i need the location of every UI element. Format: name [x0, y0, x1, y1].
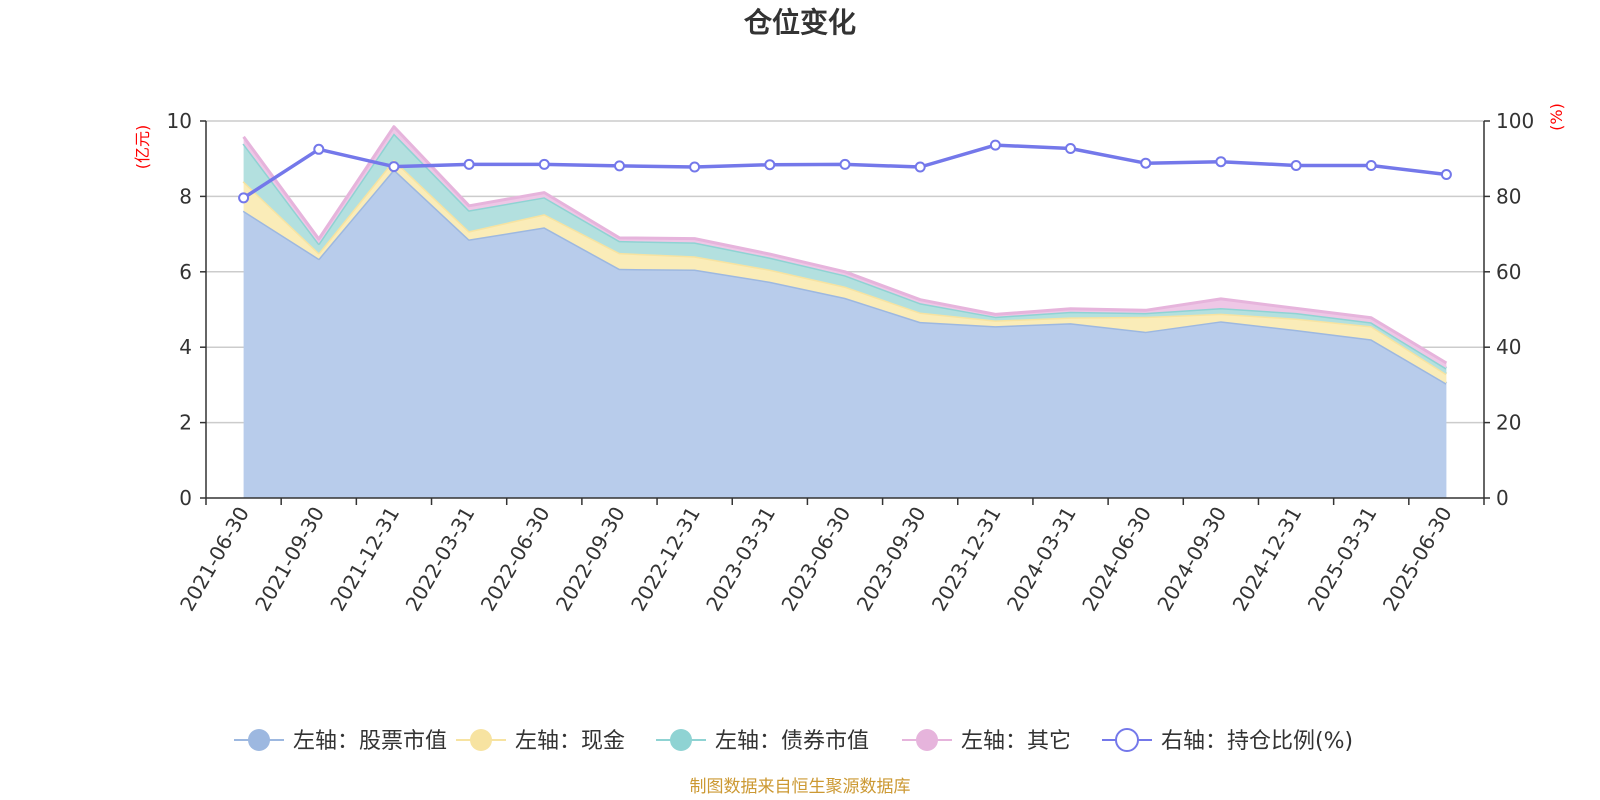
line-point	[313, 143, 325, 155]
line-point	[689, 161, 701, 173]
line-point	[614, 160, 625, 172]
x-axis-tick-label: 2022-06-30	[476, 503, 555, 616]
legend-label: 左轴：其它	[961, 729, 1071, 754]
left-axis-tick-label: 0	[179, 486, 192, 510]
area-layer	[242, 125, 1448, 499]
x-axis-tick-label: 2022-12-31	[626, 503, 705, 616]
right-axis-unit: (%)	[1547, 103, 1566, 131]
line-point	[1440, 169, 1452, 180]
line-point	[839, 158, 851, 170]
legend-swatch-marker	[470, 729, 492, 751]
left-axis-tick-label: 6	[179, 260, 192, 284]
right-axis-tick-label: 80	[1496, 184, 1521, 208]
line-point	[914, 161, 926, 173]
chart-title: 仓位变化	[744, 6, 856, 39]
x-axis-tick-label: 2024-03-31	[1002, 503, 1081, 616]
left-axis-tick-label: 8	[179, 184, 192, 208]
legend-swatch-marker	[916, 729, 938, 751]
right-axis-tick-label: 0	[1496, 486, 1509, 510]
line-point	[989, 139, 1001, 151]
legend-swatch-marker	[248, 729, 270, 751]
legend-item: 左轴：债券市值	[656, 729, 869, 754]
legend-label: 左轴：股票市值	[293, 729, 447, 754]
x-axis-tick-label: 2023-12-31	[927, 503, 1006, 616]
source-note: 制图数据来自恒生聚源数据库	[690, 777, 911, 797]
x-axis-tick-label: 2023-03-31	[701, 503, 780, 616]
line-point	[1215, 156, 1227, 168]
right-axis-tick-label: 60	[1496, 260, 1521, 284]
area-series	[243, 169, 1447, 499]
legend-item: 右轴：持仓比例(%)	[1102, 728, 1353, 754]
line-point	[538, 158, 550, 170]
x-axis-tick-label: 2021-12-31	[325, 503, 404, 616]
x-axis-tick-label: 2021-06-30	[175, 503, 254, 616]
legend-swatch-marker	[670, 729, 692, 751]
x-axis-tick-label: 2025-06-30	[1378, 503, 1457, 616]
legend-item: 左轴：现金	[456, 729, 625, 754]
x-axis-tick-label: 2024-06-30	[1077, 503, 1156, 616]
legend-label: 左轴：债券市值	[715, 729, 869, 754]
line-point	[1365, 160, 1377, 171]
legend-item: 左轴：其它	[902, 729, 1071, 754]
left-axis-tick-label: 10	[167, 109, 192, 133]
x-axis-tick-label: 2022-03-31	[401, 503, 480, 616]
x-axis-tick-label: 2023-09-30	[852, 503, 931, 616]
line-point	[388, 161, 400, 173]
x-axis-tick-label: 2022-09-30	[551, 503, 630, 616]
line-point	[1140, 157, 1152, 169]
right-axis-tick-label: 40	[1496, 335, 1521, 359]
line-layer	[238, 139, 1452, 204]
x-axis-tick-label: 2024-12-31	[1228, 503, 1307, 616]
x-axis-tick-label: 2024-09-30	[1152, 503, 1231, 616]
line-point	[1065, 143, 1076, 154]
right-axis-tick-label: 20	[1496, 411, 1521, 435]
area-series-line	[242, 125, 1448, 365]
left-axis-tick-label: 2	[179, 411, 192, 435]
right-axis-tick-label: 100	[1496, 109, 1534, 133]
left-axis-unit: (亿元)	[133, 125, 152, 170]
x-axis-tick-label: 2023-06-30	[776, 503, 855, 616]
legend-item: 左轴：股票市值	[234, 729, 447, 754]
legend-swatch-marker	[1115, 728, 1139, 752]
legend: 左轴：股票市值 左轴：现金 左轴：债券市值 左轴：其它 右轴：持仓比例(%)	[234, 728, 1353, 754]
line-point	[764, 159, 776, 171]
line-point	[1290, 160, 1302, 171]
legend-label: 左轴：现金	[515, 729, 625, 754]
x-axis-tick-label: 2025-03-31	[1303, 503, 1382, 616]
left-axis-tick-label: 4	[179, 335, 192, 359]
line-point	[463, 158, 475, 170]
legend-label: 右轴：持仓比例(%)	[1161, 729, 1353, 754]
line-point	[238, 192, 250, 204]
x-axis-tick-label: 2021-09-30	[250, 503, 329, 616]
